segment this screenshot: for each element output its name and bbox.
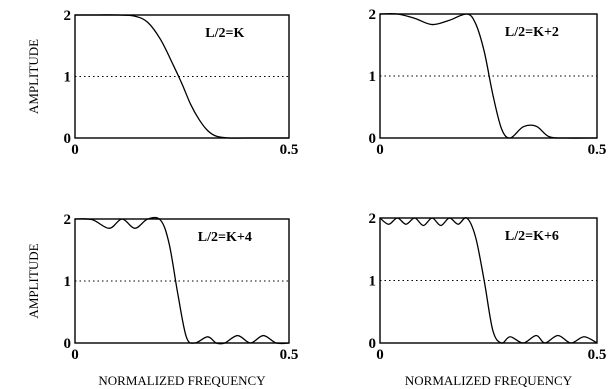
x-axis-label: NORMALIZED FREQUENCY [98, 373, 266, 388]
amplitude-curve [379, 13, 598, 139]
y-tick-label: 1 [369, 274, 377, 290]
x-tick-label: 0.5 [588, 142, 607, 158]
x-tick-label: 0.5 [280, 347, 299, 363]
x-tick-label: 0 [376, 347, 384, 363]
y-tick-label: 0 [369, 336, 377, 352]
y-tick-label: 2 [369, 7, 377, 23]
x-tick-label: 0.5 [588, 347, 607, 363]
y-tick-label: 2 [369, 211, 377, 227]
panel-annotation: L/2=K [205, 26, 244, 41]
y-tick-label: 1 [64, 70, 72, 86]
y-tick-label: 2 [64, 212, 72, 228]
y-tick-label: 0 [64, 131, 72, 147]
y-axis-label: AMPLITUDE [26, 243, 41, 318]
x-axis-label: NORMALIZED FREQUENCY [405, 373, 573, 388]
y-axis-label: AMPLITUDE [26, 39, 41, 114]
chart-panel-4: 0 1 2 0 0.5 L/2=K+6 NORMALIZED FREQUENCY [369, 211, 607, 388]
amplitude-curve [379, 217, 598, 344]
y-tick-label: 0 [369, 131, 377, 147]
chart-panel-1: 0 1 2 0 0.5 L/2=K AMPLITUDE [26, 8, 298, 158]
x-tick-label: 0.5 [280, 142, 299, 158]
x-tick-label: 0 [376, 142, 384, 158]
x-tick-label: 0 [71, 347, 79, 363]
y-tick-label: 1 [64, 274, 72, 290]
chart-panel-2: 0 1 2 0 0.5 L/2=K+2 [369, 7, 607, 158]
y-tick-label: 0 [64, 336, 72, 352]
panel-annotation: L/2=K+2 [505, 25, 559, 40]
amplitude-curve [75, 14, 289, 139]
x-tick-label: 0 [71, 142, 79, 158]
panel-annotation: L/2=K+4 [198, 230, 252, 245]
amplitude-curve [74, 216, 290, 345]
panel-annotation: L/2=K+6 [505, 229, 559, 244]
y-tick-label: 1 [369, 69, 377, 85]
chart-panel-3: 0 1 2 0 0.5 L/2=K+4 AMPLITUDE NORMALIZED FREQUE… [26, 212, 298, 388]
y-tick-label: 2 [64, 8, 72, 24]
